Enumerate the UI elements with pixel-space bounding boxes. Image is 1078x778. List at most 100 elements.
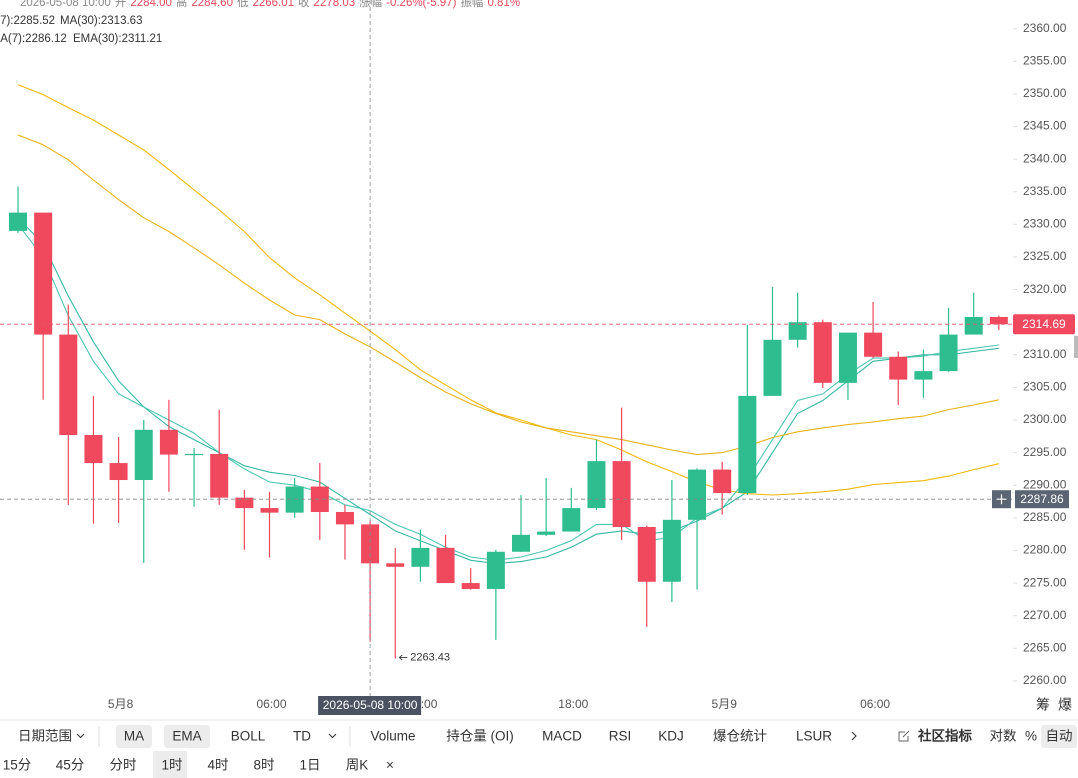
candle-body <box>637 526 656 582</box>
x-tick-label: 5月8 <box>108 697 134 711</box>
y-tick-label: 2330.00 <box>1023 217 1067 231</box>
interval-button[interactable]: 45分 <box>56 758 85 773</box>
candle-body <box>738 395 757 494</box>
candle-body <box>109 463 128 481</box>
interval-button[interactable]: 周K <box>346 758 369 773</box>
candle-body <box>662 519 681 582</box>
candle-body <box>159 429 178 455</box>
chevron-right <box>851 731 857 741</box>
interval-button[interactable]: × <box>386 758 394 773</box>
crosshair-price-label: 2287.86 <box>1020 492 1064 506</box>
header-item: 高 <box>176 0 188 9</box>
y-tick-label: 2300.00 <box>1023 412 1067 426</box>
crosshair-time-tag <box>318 696 422 715</box>
toolbar-button-bg <box>164 725 210 748</box>
toolbar-button[interactable]: MACD <box>542 729 582 744</box>
side-tab <box>1074 336 1078 358</box>
header-item: 低 <box>237 0 249 9</box>
x-tick-label: 06:00 <box>256 697 286 711</box>
header-item: 0.81% <box>487 0 520 9</box>
side-button[interactable]: 筹 <box>1036 697 1050 713</box>
interval-button[interactable]: 1时 <box>161 758 182 773</box>
y-tick-label: 2340.00 <box>1023 151 1067 165</box>
toolbar-button-bg <box>1041 725 1077 748</box>
header-item: 2266.01 <box>252 0 294 9</box>
toolbar-button[interactable]: % <box>1025 729 1037 744</box>
indicator-legend: EMA(7):2286.12 <box>0 33 67 45</box>
header-item: 涨幅 <box>359 0 382 9</box>
candle-body <box>788 322 807 340</box>
candle-body <box>537 531 556 535</box>
edit-icon <box>898 730 910 742</box>
candle-body <box>838 332 857 383</box>
candle-body <box>587 461 606 509</box>
candle-body <box>210 453 229 498</box>
y-tick-label: 2360.00 <box>1023 21 1067 35</box>
side-button[interactable]: 爆 <box>1058 697 1072 713</box>
toolbar-button[interactable]: TD <box>293 729 311 744</box>
toolbar-button[interactable]: Volume <box>370 729 415 744</box>
candle-body <box>310 486 329 512</box>
candle-body <box>436 547 455 584</box>
candle-body <box>688 469 707 520</box>
indicator-line <box>17 84 999 496</box>
y-tick-label: 2345.00 <box>1023 119 1067 133</box>
last-price-label: 2314.69 <box>1022 317 1066 331</box>
selected-interval-bg <box>153 751 187 778</box>
candle-body <box>260 508 279 513</box>
indicator-legend: MA(30):2313.63 <box>60 15 142 27</box>
y-tick-label: 2305.00 <box>1023 380 1067 394</box>
candle-body <box>763 339 782 396</box>
candle-body <box>562 508 581 532</box>
toolbar-button[interactable]: MA <box>124 729 144 744</box>
candle-body <box>989 316 1008 325</box>
header-item: 2278.03 <box>314 0 356 9</box>
interval-button[interactable]: 分时 <box>110 758 137 773</box>
candle-body <box>864 332 883 357</box>
candle-body <box>84 435 103 464</box>
toolbar-button-bg <box>116 725 152 748</box>
indicator-line <box>17 217 999 565</box>
indicator-line <box>17 224 999 561</box>
toolbar-button[interactable]: RSI <box>609 729 632 744</box>
candle-body <box>461 583 480 589</box>
candle-body <box>59 334 78 436</box>
candle-body <box>713 469 732 494</box>
candle-body <box>361 524 380 564</box>
toolbar-button[interactable]: BOLL <box>231 729 266 744</box>
y-tick-label: 2290.00 <box>1023 477 1067 491</box>
y-tick-label: 2280.00 <box>1023 543 1067 557</box>
x-tick-label: 06:00 <box>860 697 890 711</box>
toolbar-button[interactable]: EMA <box>172 729 201 744</box>
header-item: 振幅 <box>460 0 483 9</box>
interval-button[interactable]: 1日 <box>299 758 320 773</box>
header-item: 2026-05-08 10:00 <box>20 0 111 9</box>
toolbar-button[interactable]: LSUR <box>796 729 832 744</box>
y-tick-label: 2295.00 <box>1023 445 1067 459</box>
candle-body <box>939 334 958 372</box>
candle-body <box>914 371 933 380</box>
crosshair-time-label: 2026-05-08 10:00 <box>323 698 418 712</box>
toolbar-button[interactable]: 日期范围 <box>18 729 72 744</box>
header-item: 2284.00 <box>130 0 172 9</box>
toolbar-button[interactable]: 持仓量 (OI) <box>446 729 514 744</box>
ohlc-header: 2026-05-08 10:00 开 2284.00 高 2284.60 低 2266.01… <box>20 0 520 9</box>
interval-button[interactable]: 15分 <box>3 758 32 773</box>
candle-body <box>612 461 631 527</box>
toolbar-button[interactable]: 自动 <box>1046 729 1073 744</box>
toolbar-button[interactable]: 社区指标 <box>917 728 972 744</box>
low-arrow <box>398 654 408 661</box>
candle-body <box>386 563 405 567</box>
interval-button[interactable]: 8时 <box>253 758 274 773</box>
toolbar-button[interactable]: 对数 <box>990 729 1018 744</box>
candle-body <box>512 534 530 552</box>
y-tick-label: 2335.00 <box>1023 184 1067 198</box>
plus-icon <box>996 494 1007 505</box>
x-tick-label: 5月9 <box>712 697 738 711</box>
toolbar-button[interactable]: 爆仓统计 <box>713 729 767 744</box>
toolbar-button[interactable]: KDJ <box>658 729 684 744</box>
y-tick-label: 2275.00 <box>1023 575 1067 589</box>
interval-button[interactable]: 4时 <box>207 758 228 773</box>
indicator-legend: EMA(30):2311.21 <box>73 33 162 45</box>
